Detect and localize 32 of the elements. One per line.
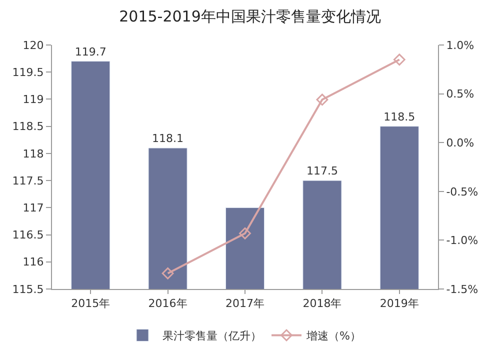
x-tick-label: 2018年 bbox=[302, 297, 342, 310]
data-label: 117.5 bbox=[306, 164, 338, 178]
data-label: 119.7 bbox=[74, 45, 106, 58]
y-tick-label: 118 bbox=[22, 147, 44, 160]
y-tick-label: 119.5 bbox=[12, 66, 44, 79]
legend-label: 增速（%） bbox=[306, 330, 361, 343]
legend-label: 果汁零售量（亿升） bbox=[162, 330, 262, 343]
y-tick-label: 117.5 bbox=[12, 174, 44, 188]
y-tick-label: 116 bbox=[22, 256, 44, 269]
y2-tick-label: 0.5% bbox=[446, 88, 474, 101]
y2-tick-label: 1.0% bbox=[446, 38, 474, 52]
data-label: 118.1 bbox=[152, 132, 184, 146]
y-tick-label: 118.5 bbox=[12, 120, 44, 134]
y-tick-label: 119 bbox=[22, 93, 44, 106]
y-tick-label: 116.5 bbox=[12, 228, 44, 242]
point bbox=[239, 227, 251, 240]
y-tick-label: 115.5 bbox=[12, 282, 44, 296]
y2-tick-label: -1.0% bbox=[446, 234, 478, 248]
point bbox=[393, 54, 406, 66]
y-tick-label: 120 bbox=[22, 38, 44, 52]
data-label: 118.5 bbox=[384, 110, 416, 124]
x-tick-label: 2015年 bbox=[71, 297, 110, 310]
y2-tick-label: -1.5% bbox=[446, 282, 478, 296]
x-tick-label: 2016年 bbox=[148, 297, 188, 310]
point bbox=[316, 94, 328, 106]
x-tick-label: 2017年 bbox=[226, 297, 264, 310]
x-tick-label: 2019年 bbox=[380, 297, 419, 310]
point bbox=[162, 267, 174, 280]
chart-title: 2015-2019年中国果汁零售量变化情况 bbox=[119, 7, 381, 26]
y2-tick-label: 0.0% bbox=[446, 136, 474, 150]
y-tick-label: 117 bbox=[22, 202, 44, 215]
y2-tick-label: -0.5% bbox=[446, 185, 478, 198]
